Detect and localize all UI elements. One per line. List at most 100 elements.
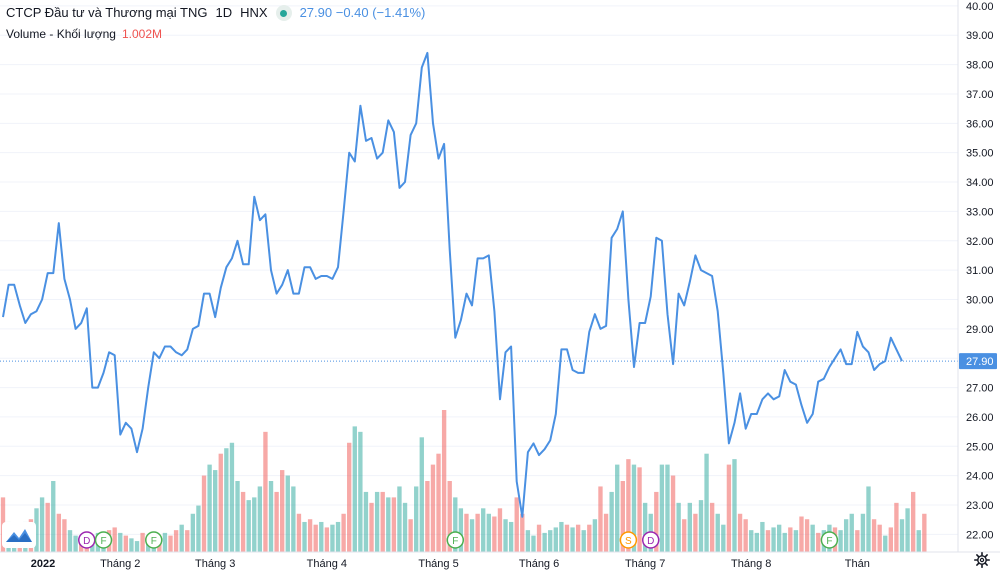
volume-bar xyxy=(598,486,603,552)
event-marker-circle xyxy=(619,531,638,549)
volume-bar xyxy=(682,519,687,552)
volume-bar xyxy=(760,521,765,552)
volume-bar xyxy=(224,448,229,552)
tradingview-logo-icon[interactable] xyxy=(2,522,36,548)
volume-bar xyxy=(453,497,458,552)
volume-bar xyxy=(888,527,894,552)
volume-bar xyxy=(603,513,609,552)
volume-bar xyxy=(564,524,570,552)
volume-bar xyxy=(804,519,810,552)
volume-bar xyxy=(910,491,916,552)
volume-bar xyxy=(257,486,263,552)
volume-bar xyxy=(62,519,67,552)
volume-bar xyxy=(899,519,905,552)
volume-bar xyxy=(670,475,676,552)
volume-bar xyxy=(615,464,620,552)
event-marker-label: D xyxy=(647,536,654,547)
volume-bar xyxy=(771,527,776,552)
volume-bar xyxy=(810,524,815,552)
price-line-layer xyxy=(0,51,958,518)
price-axis: 40.00 39.00 38.00 37.00 36.00 35.00 34.00 33.00… xyxy=(957,0,997,552)
event-marker-circle xyxy=(446,531,465,549)
volume-bar xyxy=(754,532,759,552)
volume-bar xyxy=(302,521,307,552)
volume-bar xyxy=(134,541,140,552)
volume-bar xyxy=(408,519,413,552)
volume-bar xyxy=(296,513,302,552)
volume-bar xyxy=(559,521,564,552)
volume-bar xyxy=(369,502,374,552)
volume-bar xyxy=(871,519,877,552)
volume-bar xyxy=(620,481,625,552)
volume-label[interactable]: Volume - Khối lượng xyxy=(6,27,116,41)
settings-gear-icon[interactable] xyxy=(974,552,990,568)
volume-bar xyxy=(475,513,480,552)
volume-bar xyxy=(877,524,882,552)
volume-bar xyxy=(894,502,899,552)
volume-bar xyxy=(341,513,346,552)
volume-bar xyxy=(866,486,871,552)
volume-bar xyxy=(693,513,698,552)
volume-bar xyxy=(34,508,39,552)
volume-bar xyxy=(531,535,536,552)
volume-bar xyxy=(324,527,330,552)
volume-bar xyxy=(402,502,408,552)
volume-bar xyxy=(386,497,391,552)
volume-bar xyxy=(481,508,486,552)
price-tick-label: 37.00 xyxy=(966,89,994,101)
volume-bar xyxy=(548,530,553,552)
event-marker-circle xyxy=(145,531,163,549)
volume-bar xyxy=(642,502,648,552)
volume-bar xyxy=(441,410,447,552)
volume-bar xyxy=(687,502,692,552)
volume-bar xyxy=(73,535,78,552)
price-tick-label: 35.00 xyxy=(966,148,994,160)
volume-bar xyxy=(252,497,257,552)
price-tick-label: 32.00 xyxy=(966,236,994,248)
time-tick-label: Tháng 5 xyxy=(418,558,458,570)
volume-bar xyxy=(788,527,793,552)
interval-label[interactable]: 1D xyxy=(215,5,233,20)
volume-bar xyxy=(609,491,614,552)
exchange-label: HNX xyxy=(240,5,268,20)
volume-bar xyxy=(749,530,754,552)
price-tick-label: 27.00 xyxy=(966,383,994,395)
volume-bar xyxy=(246,500,251,552)
volume-bar xyxy=(358,431,363,552)
volume-bar xyxy=(268,481,274,552)
symbol-title[interactable]: CTCP Đầu tư và Thương mại TNG xyxy=(6,5,208,20)
volume-bar xyxy=(168,535,173,552)
volume-bar xyxy=(213,470,218,552)
market-status-dot-icon[interactable] xyxy=(275,5,292,21)
volume-bar xyxy=(553,527,558,552)
volume-bar xyxy=(704,453,709,552)
volume-bar xyxy=(799,516,804,552)
price-tick-label: 40.00 xyxy=(966,1,994,13)
volume-bar xyxy=(883,535,888,552)
volume-bar xyxy=(280,470,285,552)
ohlc-readout: 27.90 −0.40 (−1.41%) xyxy=(299,5,426,20)
volume-bar xyxy=(486,513,491,552)
volume-bar xyxy=(626,459,631,552)
volume-bar xyxy=(291,486,296,552)
volume-bar xyxy=(319,521,324,552)
volume-bar xyxy=(51,481,56,552)
volume-bar xyxy=(218,453,223,552)
volume-bar xyxy=(726,464,732,552)
volume-bar xyxy=(715,513,720,552)
volume-bar xyxy=(196,505,201,552)
volume-bar xyxy=(179,524,184,552)
volume-bar xyxy=(525,530,531,552)
price-tick-label: 29.00 xyxy=(966,324,994,336)
volume-bar xyxy=(118,532,123,552)
volume-bar xyxy=(274,491,279,552)
volume-bar xyxy=(536,524,542,552)
volume-bar xyxy=(520,513,525,552)
price-tick-label: 23.00 xyxy=(966,500,994,512)
volume-bar xyxy=(391,497,397,552)
volume-bars xyxy=(0,410,927,552)
volume-bar xyxy=(469,519,475,552)
volume-bar xyxy=(229,442,235,552)
volume-bar xyxy=(240,491,246,552)
